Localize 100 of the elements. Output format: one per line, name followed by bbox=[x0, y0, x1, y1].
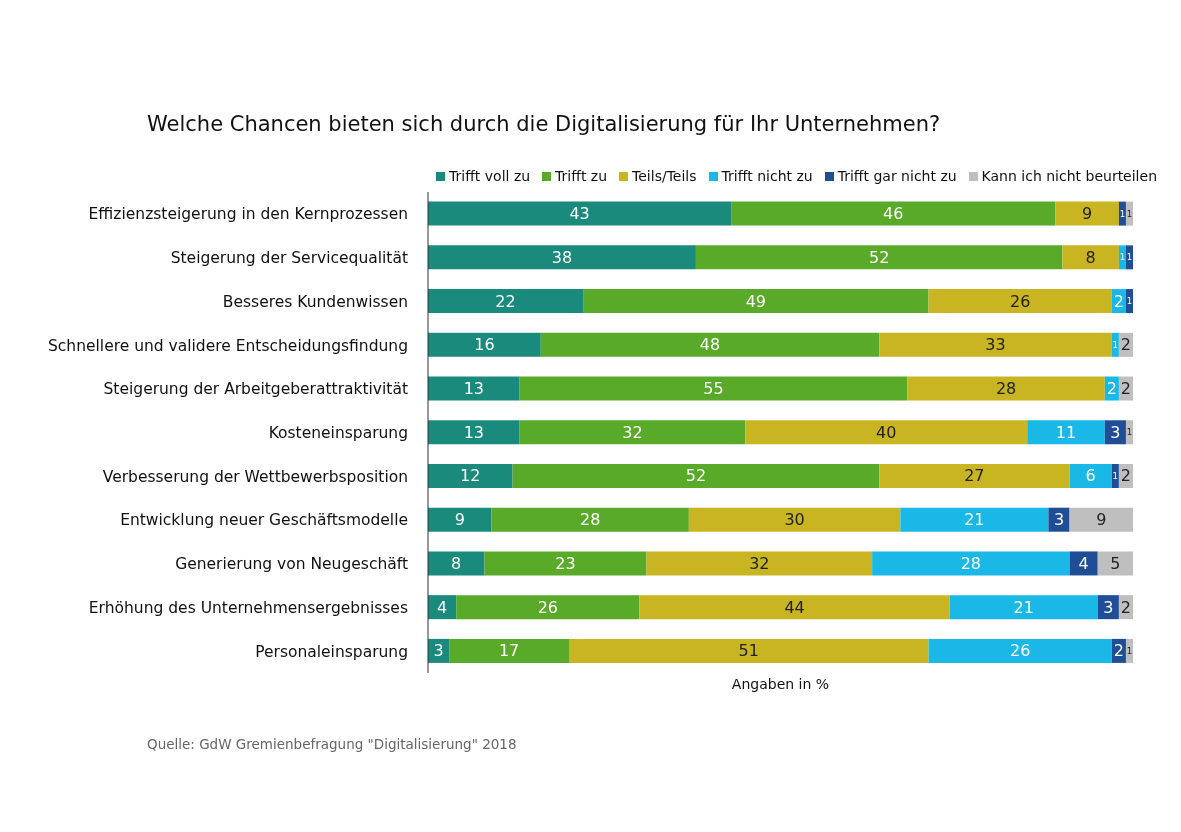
bar bbox=[695, 245, 1063, 270]
bar bbox=[688, 507, 901, 532]
data-label: 40 bbox=[876, 422, 897, 442]
bar bbox=[519, 376, 908, 401]
bar bbox=[583, 289, 929, 314]
bar bbox=[428, 201, 732, 226]
data-label: 2 bbox=[1113, 641, 1124, 661]
bar bbox=[569, 638, 929, 663]
data-label: 49 bbox=[745, 291, 766, 311]
bar bbox=[491, 507, 689, 532]
data-label: 13 bbox=[463, 379, 484, 399]
y-tick-label: Erhöhung des Unternehmensergebnisses bbox=[88, 598, 408, 617]
bar bbox=[1027, 420, 1105, 445]
data-label: 27 bbox=[964, 466, 985, 486]
y-tick-label: Steigerung der Arbeitgeberattraktivität bbox=[103, 380, 408, 399]
data-label: 28 bbox=[995, 379, 1017, 399]
data-label: 3 bbox=[1110, 422, 1121, 442]
legend-label: Trifft nicht zu bbox=[720, 168, 813, 184]
data-label: 21 bbox=[964, 510, 985, 530]
bar bbox=[428, 507, 492, 532]
data-label: 13 bbox=[463, 422, 484, 442]
bar bbox=[872, 551, 1070, 576]
y-tick-label: Entwicklung neuer Geschäftsmodelle bbox=[120, 511, 408, 530]
y-tick-label: Verbesserung der Wettbewerbsposition bbox=[102, 467, 408, 486]
data-label: 16 bbox=[474, 335, 495, 355]
bar bbox=[646, 551, 873, 576]
data-label: 2 bbox=[1120, 335, 1132, 355]
data-label: 6 bbox=[1085, 466, 1096, 486]
legend-label: Trifft zu bbox=[554, 168, 608, 184]
data-label: 1 bbox=[1119, 252, 1126, 263]
data-label: 44 bbox=[784, 597, 805, 617]
bar bbox=[519, 420, 746, 445]
data-label: 17 bbox=[498, 641, 520, 661]
data-label: 4 bbox=[1078, 553, 1089, 573]
bar bbox=[1048, 507, 1070, 532]
data-label: 22 bbox=[495, 291, 516, 311]
data-label: 1 bbox=[1112, 470, 1119, 481]
data-label: 26 bbox=[1010, 641, 1031, 661]
data-label: 11 bbox=[1055, 422, 1077, 442]
data-label: 8 bbox=[1085, 247, 1096, 267]
data-label: 55 bbox=[703, 379, 724, 399]
y-tick-label: Personaleinsparung bbox=[255, 642, 408, 661]
data-label: 9 bbox=[1096, 510, 1107, 530]
data-label: 52 bbox=[869, 247, 890, 267]
bar bbox=[512, 463, 880, 488]
data-label: 5 bbox=[1110, 553, 1121, 573]
bar bbox=[428, 420, 520, 445]
data-label: 1 bbox=[1119, 208, 1126, 219]
data-label: 1 bbox=[1126, 296, 1133, 307]
y-tick-label: Steigerung der Servicequalität bbox=[170, 249, 408, 268]
bar bbox=[428, 376, 520, 401]
data-label: 26 bbox=[1010, 291, 1031, 311]
bar bbox=[540, 332, 880, 357]
y-tick-label: Schnellere und validere Entscheidungsfindung bbox=[47, 336, 408, 355]
bar bbox=[928, 289, 1112, 314]
data-label: 21 bbox=[1013, 597, 1034, 617]
data-label: 28 bbox=[960, 553, 982, 573]
y-tick-label: Effizienzsteigerung in den Kernprozessen bbox=[88, 205, 408, 224]
bar bbox=[1055, 201, 1119, 226]
bar bbox=[449, 638, 569, 663]
y-tick-label: Generierung von Neugeschäft bbox=[175, 555, 408, 574]
bar bbox=[879, 463, 1070, 488]
bar bbox=[484, 551, 647, 576]
data-label: 3 bbox=[433, 641, 444, 661]
data-label: 52 bbox=[685, 466, 707, 486]
data-label: 9 bbox=[454, 510, 465, 530]
data-label: 1 bbox=[1126, 252, 1133, 263]
data-label: 1 bbox=[1126, 645, 1133, 656]
bar bbox=[639, 595, 950, 620]
bar bbox=[428, 551, 485, 576]
data-label: 32 bbox=[622, 422, 643, 442]
data-label: 8 bbox=[451, 553, 462, 573]
data-label: 33 bbox=[985, 335, 1006, 355]
bar bbox=[456, 595, 640, 620]
data-label: 23 bbox=[555, 553, 576, 573]
bar bbox=[928, 638, 1112, 663]
bar bbox=[1069, 463, 1112, 488]
chart-title: Welche Chancen bieten sich durch die Digitalisierung für Ihr Unternehmen? bbox=[147, 112, 941, 136]
legend-label: Trifft voll zu bbox=[448, 168, 531, 184]
bar bbox=[745, 420, 1028, 445]
data-label: 2 bbox=[1120, 379, 1132, 399]
legend-label: Trifft gar nicht zu bbox=[836, 168, 957, 184]
data-label: 12 bbox=[460, 466, 481, 486]
data-label: 2 bbox=[1113, 291, 1124, 311]
bar bbox=[900, 507, 1049, 532]
data-label: 3 bbox=[1053, 510, 1065, 530]
bar bbox=[1097, 551, 1133, 576]
data-label: 9 bbox=[1082, 204, 1093, 224]
data-label: 1 bbox=[1126, 208, 1133, 219]
y-tick-label: Kosteneinsparung bbox=[268, 424, 408, 442]
data-label: 46 bbox=[883, 204, 904, 224]
data-label: 28 bbox=[579, 510, 601, 530]
y-tick-label: Besseres Kundenwissen bbox=[222, 292, 408, 311]
data-label: 1 bbox=[1126, 427, 1133, 438]
bar bbox=[428, 463, 513, 488]
bar bbox=[428, 289, 584, 314]
legend-label: Teils/Teils bbox=[631, 168, 697, 184]
bar bbox=[949, 595, 1098, 620]
data-label: 38 bbox=[551, 247, 573, 267]
bar bbox=[1069, 507, 1133, 532]
